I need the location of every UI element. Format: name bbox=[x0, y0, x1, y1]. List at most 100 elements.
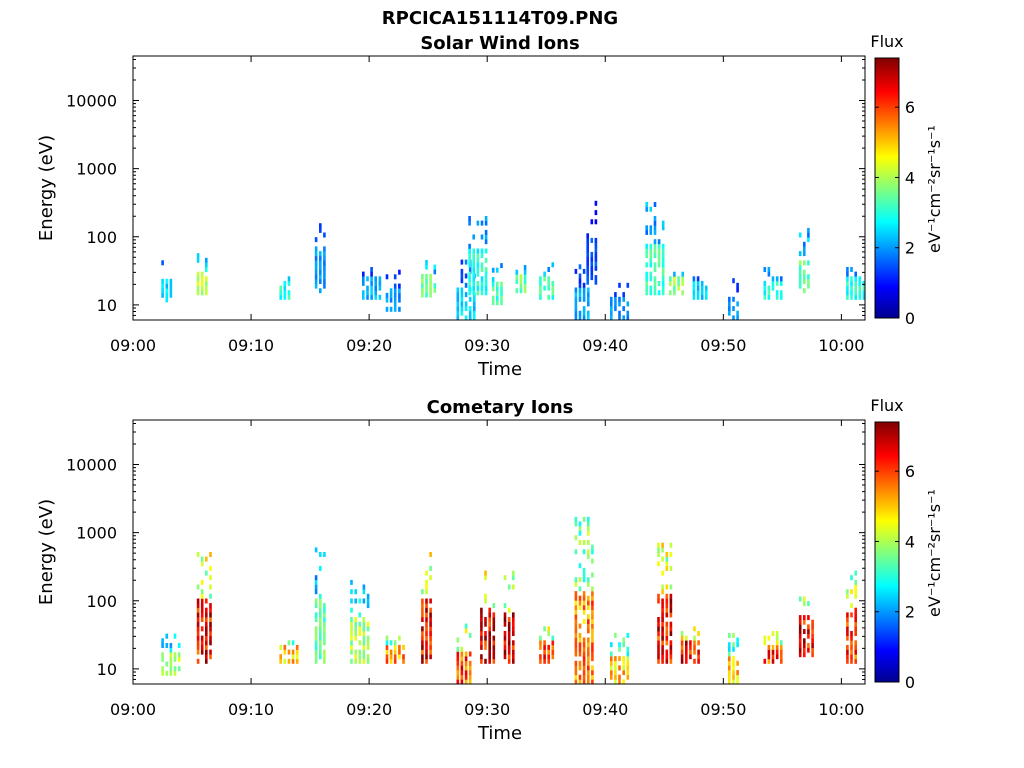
flux-cell bbox=[492, 626, 496, 632]
flux-cell bbox=[578, 278, 582, 284]
flux-cell bbox=[578, 563, 582, 569]
flux-cell bbox=[850, 575, 853, 581]
flux-cell bbox=[693, 644, 696, 650]
flux-cell bbox=[649, 257, 653, 263]
flux-cell bbox=[476, 285, 480, 291]
flux-cell bbox=[319, 274, 322, 280]
flux-cell bbox=[736, 674, 739, 680]
flux-cell bbox=[523, 265, 527, 270]
flux-cell bbox=[574, 315, 578, 321]
flux-cell bbox=[496, 290, 499, 296]
flux-cell bbox=[591, 586, 594, 592]
flux-cell bbox=[480, 234, 484, 240]
flux-cell bbox=[622, 660, 625, 666]
flux-cell bbox=[780, 654, 783, 660]
flux-cell bbox=[771, 654, 775, 660]
flux-cell bbox=[771, 276, 775, 282]
flux-cell bbox=[653, 262, 657, 268]
flux-burst bbox=[350, 579, 370, 664]
flux-cell bbox=[539, 635, 542, 641]
flux-cell bbox=[649, 229, 653, 235]
flux-cell bbox=[507, 617, 511, 622]
flux-cell bbox=[507, 640, 511, 646]
flux-cell bbox=[169, 292, 173, 298]
flux-cell bbox=[473, 315, 476, 321]
flux-cell bbox=[767, 654, 771, 660]
flux-cell bbox=[693, 658, 696, 664]
flux-cell bbox=[425, 598, 428, 604]
flux-cell bbox=[161, 666, 164, 672]
flux-cell bbox=[736, 670, 739, 676]
flux-cell bbox=[846, 644, 849, 650]
flux-cell bbox=[385, 297, 389, 303]
flux-cell bbox=[362, 621, 366, 627]
flux-cell bbox=[680, 658, 684, 664]
flux-cell bbox=[512, 621, 515, 627]
flux-cell bbox=[460, 278, 464, 284]
flux-cell bbox=[314, 260, 318, 266]
y-tick-label: 100 bbox=[86, 592, 117, 611]
flux-cell bbox=[587, 540, 590, 545]
flux-cell bbox=[484, 640, 487, 646]
flux-cell bbox=[205, 621, 208, 627]
flux-cell bbox=[732, 674, 735, 680]
flux-cell bbox=[732, 642, 735, 648]
flux-cell bbox=[209, 631, 212, 636]
flux-burst bbox=[456, 623, 472, 685]
flux-cell bbox=[661, 607, 664, 613]
flux-cell bbox=[169, 670, 173, 676]
flux-cell bbox=[468, 306, 472, 312]
flux-cell bbox=[680, 640, 684, 646]
flux-cell bbox=[491, 286, 495, 292]
flux-cell bbox=[610, 670, 613, 676]
flux-cell bbox=[205, 626, 208, 632]
flux-cell bbox=[196, 644, 200, 650]
flux-cell bbox=[763, 290, 767, 296]
flux-cell bbox=[314, 237, 318, 243]
flux-cell bbox=[811, 624, 814, 630]
flux-cell bbox=[456, 310, 460, 316]
flux-cell bbox=[287, 280, 291, 286]
flux-burst bbox=[728, 632, 739, 685]
flux-cell bbox=[460, 670, 464, 676]
flux-cell bbox=[591, 544, 594, 550]
y-tick-label: 1000 bbox=[76, 524, 117, 543]
flux-cell bbox=[591, 600, 594, 606]
flux-cell bbox=[803, 596, 806, 602]
flux-cell bbox=[846, 285, 849, 291]
flux-cell bbox=[807, 647, 810, 653]
flux-cell bbox=[370, 276, 373, 282]
flux-cell bbox=[283, 280, 287, 286]
flux-cell bbox=[519, 288, 523, 294]
flux-cell bbox=[425, 260, 428, 265]
flux-cell bbox=[389, 649, 393, 655]
flux-cell bbox=[460, 306, 464, 312]
flux-cell bbox=[645, 281, 648, 286]
flux-cell bbox=[732, 646, 735, 652]
flux-cell bbox=[586, 256, 589, 262]
flux-cell bbox=[507, 631, 511, 636]
flux-cell bbox=[728, 301, 731, 307]
flux-cell bbox=[393, 649, 397, 655]
flux-cell bbox=[578, 310, 582, 316]
flux-cell bbox=[846, 294, 849, 300]
flux-cell bbox=[323, 274, 326, 280]
flux-cell bbox=[673, 281, 676, 286]
flux-cell bbox=[854, 644, 857, 650]
flux-cell bbox=[402, 654, 405, 660]
flux-cell bbox=[354, 649, 357, 655]
flux-cell bbox=[622, 679, 625, 685]
flux-cell bbox=[295, 654, 299, 660]
flux-cell bbox=[728, 642, 731, 648]
flux-cell bbox=[519, 274, 523, 280]
flux-cell bbox=[460, 273, 464, 279]
flux-cell bbox=[200, 649, 204, 655]
flux-cell bbox=[626, 674, 630, 680]
flux-cell bbox=[358, 626, 362, 632]
flux-cell bbox=[488, 631, 491, 636]
flux-cell bbox=[677, 281, 680, 286]
flux-cell bbox=[574, 310, 578, 316]
flux-cell bbox=[323, 607, 326, 613]
flux-cell bbox=[484, 570, 487, 576]
flux-cell bbox=[771, 649, 775, 655]
